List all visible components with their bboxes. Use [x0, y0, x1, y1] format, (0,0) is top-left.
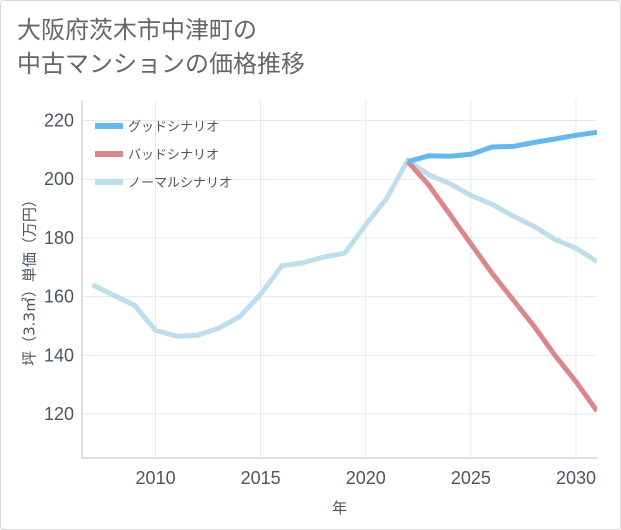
y-axis-label: 坪（3.3㎡）単価（万円）: [21, 192, 39, 366]
y-tick-label: 200: [44, 169, 74, 189]
legend-label: ノーマルシナリオ: [128, 176, 232, 191]
y-tick-label: 180: [44, 228, 74, 248]
x-axis-label: 年: [332, 499, 347, 517]
x-tick-label: 2030: [556, 468, 596, 488]
chart-title-line-2: 中古マンションの価格推移: [17, 50, 305, 78]
legend-label: グッドシナリオ: [128, 120, 219, 135]
x-tick-label: 2025: [451, 468, 491, 488]
gridlines: [82, 100, 597, 458]
y-tick-label: 140: [44, 345, 74, 365]
y-tick-label: 220: [44, 111, 74, 131]
x-tick-label: 2010: [136, 468, 176, 488]
series-line-2: [405, 159, 597, 413]
x-tick-label: 2015: [241, 468, 281, 488]
series-line-1: [407, 129, 597, 165]
x-tick-label: 2020: [346, 468, 386, 488]
y-tick-label: 120: [44, 404, 74, 424]
chart-title-line-1: 大阪府茨木市中津町の: [17, 16, 257, 44]
series-lines: [91, 129, 597, 413]
legend-label: バッドシナリオ: [128, 148, 219, 163]
y-tick-label: 160: [44, 287, 74, 307]
chart-title: 大阪府茨木市中津町の 中古マンションの価格推移: [17, 13, 305, 81]
series-line-3: [91, 157, 597, 339]
